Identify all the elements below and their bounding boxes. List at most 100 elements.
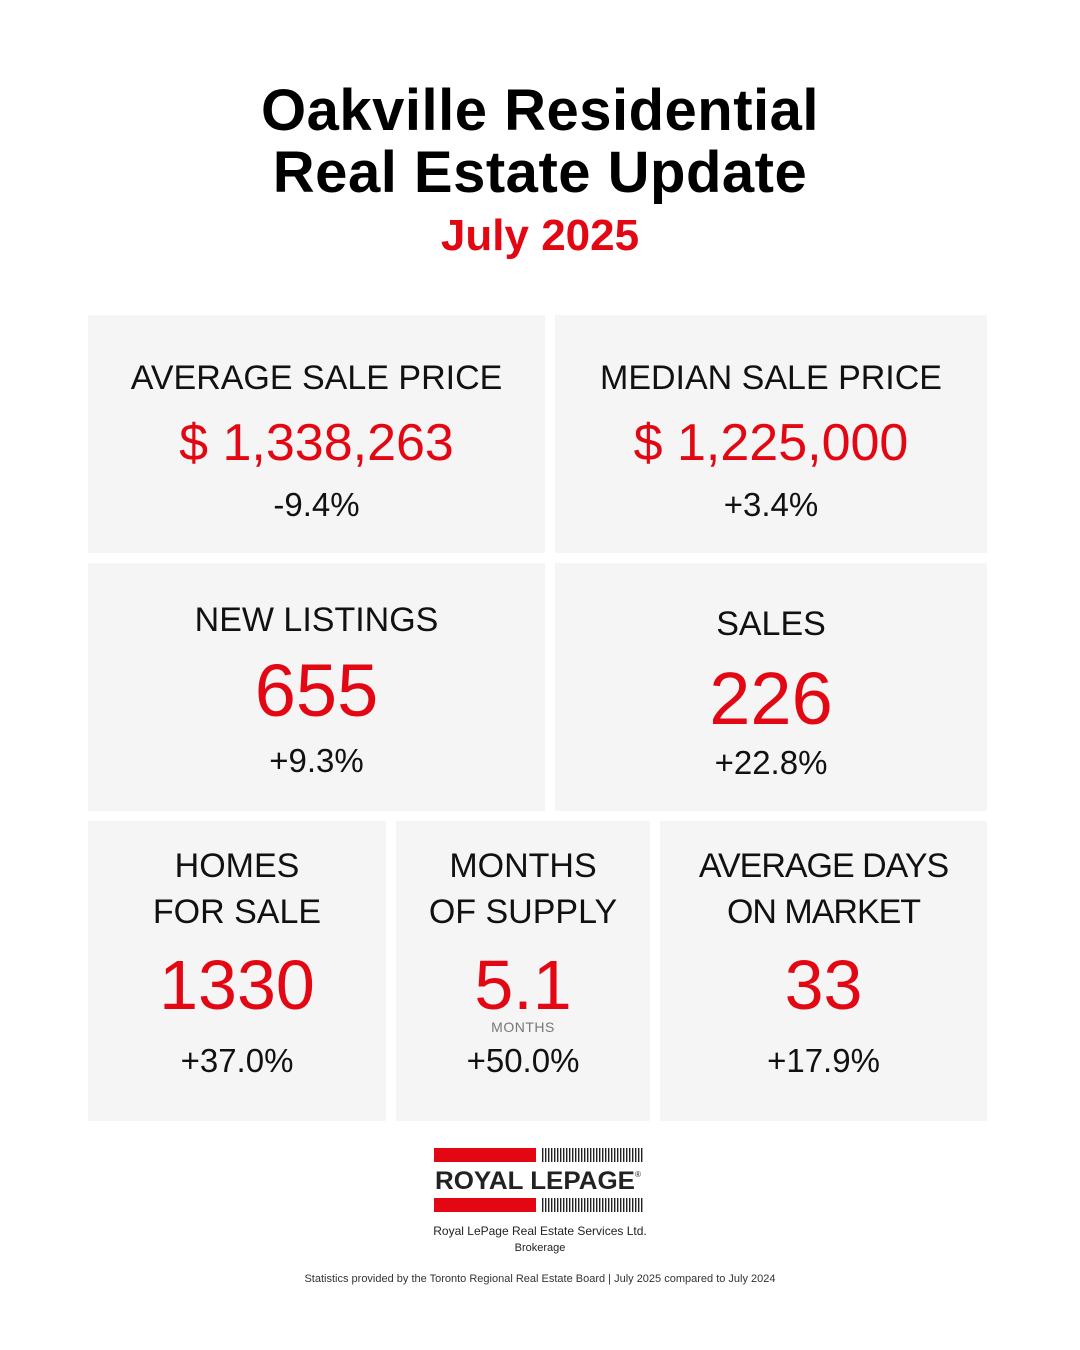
logo-stripe: [548, 1198, 550, 1212]
logo-stripe: [563, 1198, 565, 1212]
logo-stripe: [620, 1198, 622, 1212]
average-sale-price-card: AVERAGE SALE PRICE $ 1,338,263 -9.4%: [88, 315, 545, 553]
logo-stripe: [632, 1198, 634, 1212]
company-name: Royal LePage Real Estate Services Ltd.: [433, 1224, 647, 1238]
logo-stripe: [584, 1148, 586, 1162]
logo-stripe: [563, 1148, 565, 1162]
stat-label-line-1: AVERAGE DAYS: [698, 847, 949, 885]
logo-stripe: [599, 1198, 601, 1212]
logo-stripe: [575, 1198, 577, 1212]
logo-stripe: [542, 1148, 544, 1162]
logo-stripe: [566, 1148, 568, 1162]
stat-change: +37.0%: [180, 1042, 294, 1079]
median-sale-price-card: MEDIAN SALE PRICE $ 1,225,000 +3.4%: [555, 315, 987, 553]
logo-stripe: [635, 1148, 637, 1162]
logo-stripe: [590, 1198, 592, 1212]
months-of-supply-card: MONTHS OF SUPPLY 5.1 MONTHS +50.0%: [396, 821, 650, 1121]
logo-stripe: [593, 1198, 595, 1212]
logo-stripe: [641, 1148, 643, 1162]
stat-value: 655: [254, 649, 379, 732]
stat-label: SALES: [716, 605, 826, 643]
logo-stripe: [617, 1148, 619, 1162]
logo-stripe: [575, 1148, 577, 1162]
logo-stripe: [590, 1148, 592, 1162]
logo-stripe: [605, 1198, 607, 1212]
logo-stripe: [572, 1148, 574, 1162]
logo-stripe: [554, 1198, 556, 1212]
stat-change: +17.9%: [767, 1042, 880, 1079]
logo-stripe: [608, 1148, 610, 1162]
logo-stripe: [638, 1198, 640, 1212]
logo-stripe: [629, 1148, 631, 1162]
stat-label: MONTHS OF SUPPLY: [396, 843, 650, 935]
new-listings-card: NEW LISTINGS 655 +9.3%: [88, 563, 545, 811]
logo-stripe: [602, 1198, 604, 1212]
stat-label: AVERAGE SALE PRICE: [130, 359, 503, 397]
logo-stripe: [557, 1148, 559, 1162]
logo-stripe: [626, 1148, 628, 1162]
homes-for-sale-card: HOMES FOR SALE 1330 +37.0%: [88, 821, 386, 1121]
logo-stripe: [578, 1198, 580, 1212]
logo-stripe: [623, 1198, 625, 1212]
logo-stripe: [578, 1148, 580, 1162]
stat-label: HOMES FOR SALE: [88, 843, 386, 935]
logo-stripe: [542, 1198, 544, 1212]
stat-value: 226: [709, 657, 833, 740]
page-title-line-1: Oakville Residential: [260, 78, 820, 143]
stat-label: AVERAGE DAYS ON MARKET: [660, 843, 987, 935]
stat-value: $ 1,225,000: [633, 414, 909, 472]
page-title-line-2: Real Estate Update: [272, 140, 808, 205]
royal-lepage-logo: ROYAL LEPAGE ®: [434, 1148, 643, 1212]
logo-stripe: [545, 1148, 547, 1162]
logo-stripe: [617, 1198, 619, 1212]
logo-stripe: [596, 1148, 598, 1162]
logo-stripe: [629, 1198, 631, 1212]
svg-text:ROYAL LEPAGE: ROYAL LEPAGE: [435, 1167, 635, 1195]
logo-stripe: [566, 1198, 568, 1212]
stat-change: +22.8%: [714, 744, 828, 781]
stat-label: MEDIAN SALE PRICE: [600, 359, 942, 397]
stat-value: $ 1,338,263: [179, 414, 454, 472]
stat-change: -9.4%: [273, 486, 360, 523]
logo-stripe: [623, 1148, 625, 1162]
logo-stripe: [632, 1148, 634, 1162]
stat-label-line-1: MONTHS: [449, 847, 597, 885]
logo-stripe: [626, 1198, 628, 1212]
logo-stripe: [554, 1148, 556, 1162]
sales-card: SALES 226 +22.8%: [555, 563, 987, 811]
logo-stripe: [548, 1148, 550, 1162]
stat-value: 5.1: [474, 946, 572, 1024]
logo-stripe: [572, 1198, 574, 1212]
stat-label-line-1: HOMES: [174, 847, 300, 885]
logo-stripe: [611, 1148, 613, 1162]
brokerage-label: Brokerage: [514, 1242, 566, 1254]
average-days-on-market-card: AVERAGE DAYS ON MARKET 33 +17.9%: [660, 821, 987, 1121]
logo-stripe: [560, 1198, 562, 1212]
stat-label-line-2: FOR SALE: [152, 893, 322, 931]
logo-stripe: [584, 1198, 586, 1212]
stat-value: 33: [784, 946, 863, 1024]
stat-value: 1330: [159, 946, 315, 1024]
logo-stripe: [581, 1148, 583, 1162]
logo-stripe: [545, 1198, 547, 1212]
logo-stripe: [602, 1148, 604, 1162]
logo-stripe: [620, 1148, 622, 1162]
logo-stripe: [596, 1198, 598, 1212]
stat-change: +50.0%: [466, 1042, 580, 1079]
logo-stripe: [560, 1148, 562, 1162]
svg-text:®: ®: [635, 1170, 641, 1179]
logo-stripe: [587, 1198, 589, 1212]
logo-stripe: [569, 1148, 571, 1162]
logo-stripe: [641, 1198, 643, 1212]
logo-stripe: [614, 1148, 616, 1162]
logo-stripe: [611, 1198, 613, 1212]
footer-note: Statistics provided by the Toronto Regio…: [304, 1273, 776, 1285]
stat-label: NEW LISTINGS: [194, 601, 439, 639]
stat-change: +9.3%: [269, 742, 364, 779]
logo-stripe: [551, 1148, 553, 1162]
logo-stripe: [587, 1148, 589, 1162]
stat-change: +3.4%: [723, 486, 819, 523]
stat-label-line-2: OF SUPPLY: [428, 893, 618, 931]
stat-unit: MONTHS: [491, 1019, 555, 1035]
report-period: July 2025: [440, 211, 640, 260]
